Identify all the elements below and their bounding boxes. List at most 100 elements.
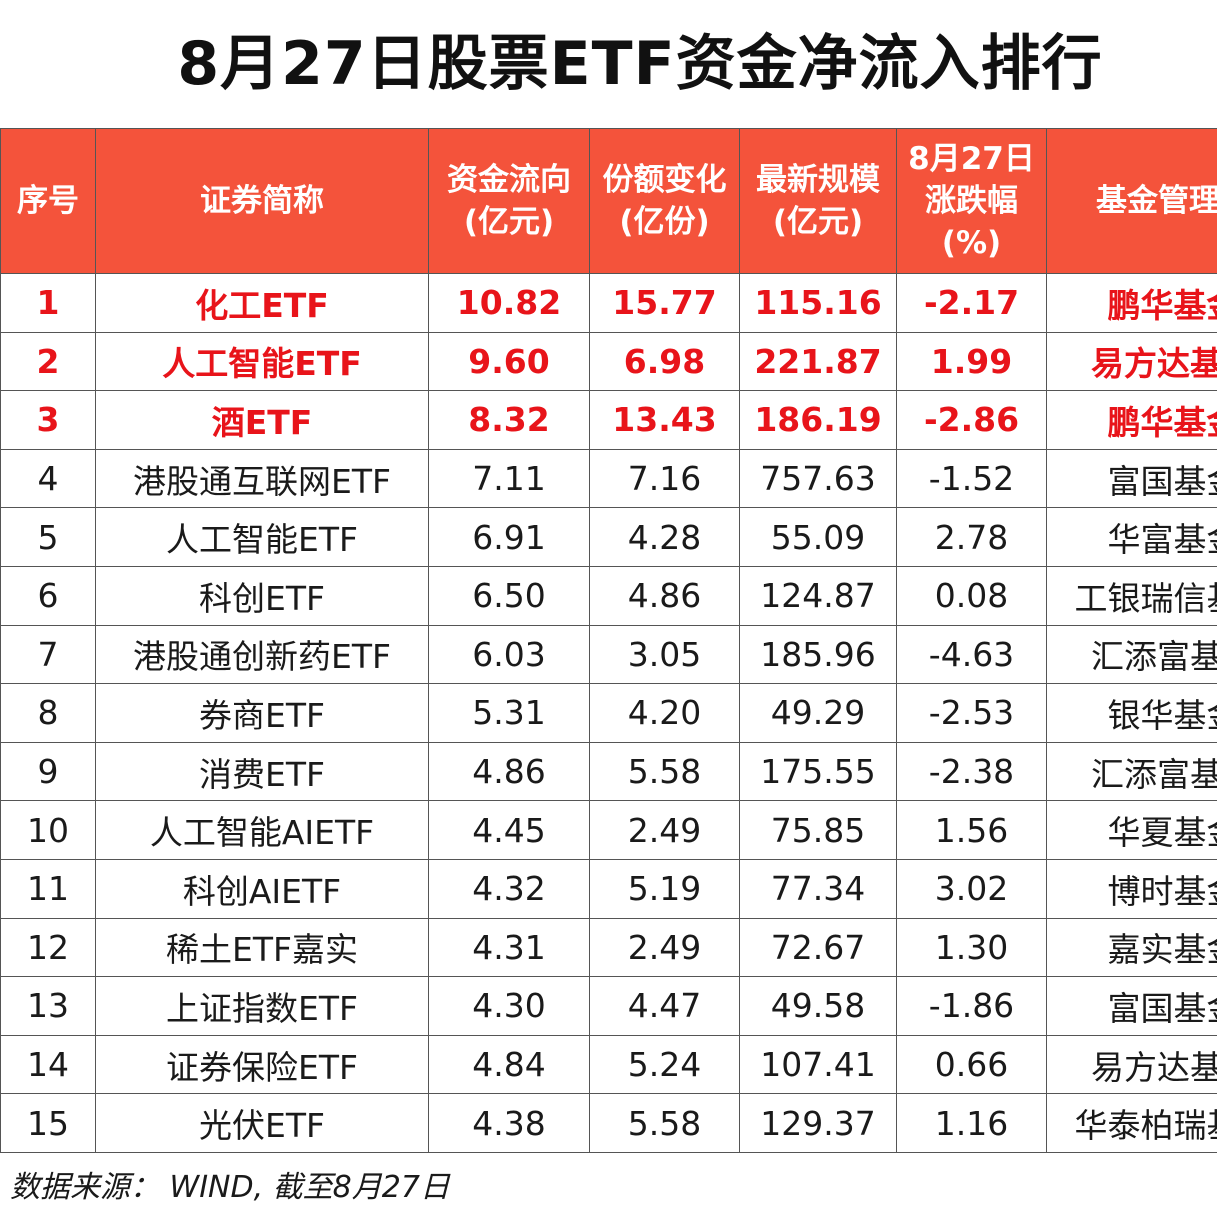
share-change-cell: 7.16: [589, 448, 740, 509]
price-change-cell: -2.38: [896, 741, 1047, 802]
header-row: 序号 证券简称 资金流向 (亿元) 份额变化 (亿份) 最新规模 (亿元) 8月…: [0, 128, 1217, 274]
price-change-cell: 1.99: [896, 331, 1047, 392]
flow-cell: 4.86: [428, 741, 590, 802]
header-rank: 序号: [0, 128, 96, 274]
name-cell: 科创AIETF: [95, 858, 429, 919]
etf-inflow-table: 序号 证券简称 资金流向 (亿元) 份额变化 (亿份) 最新规模 (亿元) 8月…: [0, 128, 1217, 1153]
flow-cell: 6.03: [428, 624, 590, 685]
rank-cell: 7: [0, 624, 96, 685]
name-cell: 科创ETF: [95, 565, 429, 626]
share-change-cell: 4.28: [589, 507, 740, 567]
manager-cell: 银华基金: [1046, 683, 1217, 743]
rank-cell: 4: [0, 448, 96, 509]
price-change-cell: -4.63: [896, 624, 1047, 685]
size-cell: 185.96: [739, 624, 897, 685]
header-manager: 基金管理人: [1046, 128, 1217, 274]
name-cell: 人工智能ETF: [95, 331, 429, 392]
manager-cell: 嘉实基金: [1046, 917, 1217, 978]
rank-cell: 14: [0, 1034, 96, 1095]
price-change-cell: 1.56: [896, 800, 1047, 860]
rank-cell: 9: [0, 741, 96, 802]
name-cell: 人工智能AIETF: [95, 800, 429, 860]
share-change-cell: 5.24: [589, 1034, 740, 1095]
manager-cell: 易方达基金: [1046, 1034, 1217, 1095]
size-cell: 186.19: [739, 390, 897, 450]
manager-cell: 华泰柏瑞基金: [1046, 1093, 1217, 1153]
flow-cell: 6.91: [428, 507, 590, 567]
data-source-note: 数据来源： WIND, 截至8月27日: [10, 1170, 450, 1205]
name-cell: 酒ETF: [95, 390, 429, 450]
rank-cell: 5: [0, 507, 96, 567]
share-change-cell: 2.49: [589, 917, 740, 978]
flow-cell: 4.45: [428, 800, 590, 860]
price-change-cell: -2.53: [896, 683, 1047, 743]
manager-cell: 博时基金: [1046, 858, 1217, 919]
share-change-cell: 5.19: [589, 858, 740, 919]
name-cell: 人工智能ETF: [95, 507, 429, 567]
share-change-cell: 4.20: [589, 683, 740, 743]
size-cell: 72.67: [739, 917, 897, 978]
header-latest-size: 最新规模 (亿元): [739, 128, 897, 274]
rank-cell: 11: [0, 858, 96, 919]
share-change-cell: 4.47: [589, 976, 740, 1036]
flow-cell: 6.50: [428, 565, 590, 626]
header-share-change: 份额变化 (亿份): [589, 128, 740, 274]
share-change-cell: 4.86: [589, 565, 740, 626]
name-cell: 消费ETF: [95, 741, 429, 802]
manager-cell: 鹏华基金: [1046, 273, 1217, 333]
price-change-cell: -2.17: [896, 273, 1047, 333]
size-cell: 115.16: [739, 273, 897, 333]
rank-cell: 2: [0, 331, 96, 392]
manager-cell: 工银瑞信基金: [1046, 565, 1217, 626]
manager-cell: 华富基金: [1046, 507, 1217, 567]
flow-cell: 4.84: [428, 1034, 590, 1095]
flow-cell: 4.38: [428, 1093, 590, 1153]
rank-cell: 6: [0, 565, 96, 626]
size-cell: 124.87: [739, 565, 897, 626]
rank-cell: 10: [0, 800, 96, 860]
size-cell: 107.41: [739, 1034, 897, 1095]
share-change-cell: 6.98: [589, 331, 740, 392]
manager-cell: 汇添富基金: [1046, 624, 1217, 685]
name-cell: 港股通创新药ETF: [95, 624, 429, 685]
rank-cell: 13: [0, 976, 96, 1036]
manager-cell: 鹏华基金: [1046, 390, 1217, 450]
name-cell: 化工ETF: [95, 273, 429, 333]
price-change-cell: -1.86: [896, 976, 1047, 1036]
manager-cell: 富国基金: [1046, 448, 1217, 509]
manager-cell: 汇添富基金: [1046, 741, 1217, 802]
size-cell: 55.09: [739, 507, 897, 567]
flow-cell: 10.82: [428, 273, 590, 333]
size-cell: 175.55: [739, 741, 897, 802]
flow-cell: 4.31: [428, 917, 590, 978]
price-change-cell: 2.78: [896, 507, 1047, 567]
share-change-cell: 15.77: [589, 273, 740, 333]
rank-cell: 1: [0, 273, 96, 333]
rank-cell: 3: [0, 390, 96, 450]
page-title: 8月27日股票ETF资金净流入排行: [177, 29, 1103, 99]
price-change-cell: 1.30: [896, 917, 1047, 978]
price-change-cell: 1.16: [896, 1093, 1047, 1153]
size-cell: 77.34: [739, 858, 897, 919]
share-change-cell: 3.05: [589, 624, 740, 685]
table-body: 1化工ETF10.8215.77115.16-2.17鹏华基金2人工智能ETF9…: [0, 273, 1217, 1153]
price-change-cell: 0.66: [896, 1034, 1047, 1095]
size-cell: 757.63: [739, 448, 897, 509]
size-cell: 49.29: [739, 683, 897, 743]
size-cell: 221.87: [739, 331, 897, 392]
name-cell: 上证指数ETF: [95, 976, 429, 1036]
share-change-cell: 5.58: [589, 1093, 740, 1153]
price-change-cell: 3.02: [896, 858, 1047, 919]
rank-cell: 12: [0, 917, 96, 978]
